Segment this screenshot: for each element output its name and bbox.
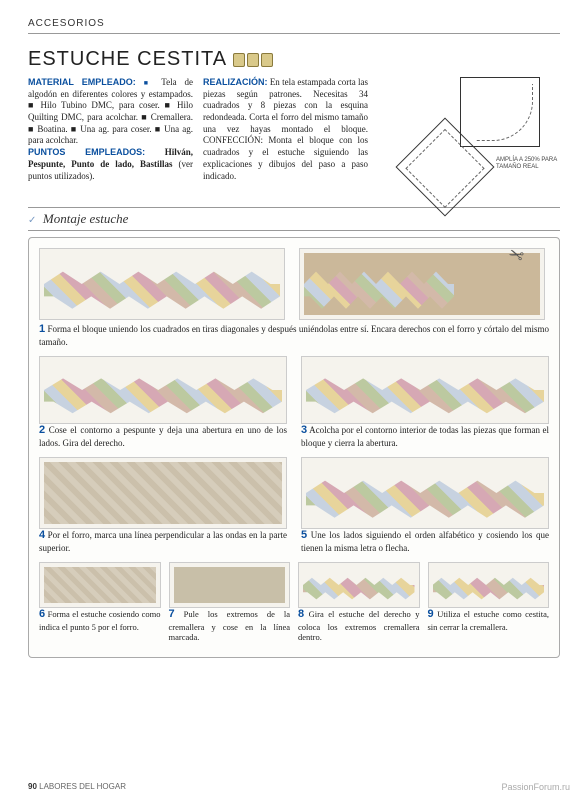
spool-icon	[247, 53, 259, 67]
step-6-img	[39, 562, 161, 608]
step-2-3: 2 Cose el contorno a pespunte y deja una…	[39, 356, 549, 449]
material-text: Tela de algodón en diferentes colores y …	[28, 77, 193, 145]
step-9-img	[428, 562, 550, 608]
step-4-img	[39, 457, 287, 529]
check-icon: ✓	[28, 215, 36, 226]
pattern-diagram: AMPLÍA A 250% PARA TAMAÑO REAL	[378, 77, 560, 197]
montaje-header: ✓ Montaje estuche	[28, 207, 560, 231]
page-title: ESTUCHE CESTITA	[28, 48, 227, 71]
step-1-img-a	[39, 248, 285, 320]
steps-container: ✂ 1 Forma el bloque uniendo los cuadrado…	[28, 237, 560, 658]
step-3-text: Acolcha por el contorno interior de toda…	[301, 425, 549, 448]
watermark: PassionForum.ru	[501, 782, 570, 792]
step-7-img	[169, 562, 291, 608]
step-1-img-b: ✂	[299, 248, 545, 320]
step-5-img	[301, 457, 549, 529]
difficulty-icons	[233, 53, 273, 67]
step-2-img	[39, 356, 287, 424]
diagram-scale-label: AMPLÍA A 250% PARA TAMAÑO REAL	[496, 157, 566, 170]
intro-section: MATERIAL EMPLEADO: ■ Tela de algodón en …	[28, 77, 560, 197]
realizacion-text: En tela estampada corta las piezas según…	[203, 77, 368, 181]
step-1: ✂ 1 Forma el bloque uniendo los cuadrado…	[39, 248, 549, 348]
step-7-text: Pule los extremos de la cremallera y cos…	[169, 609, 291, 642]
step-4-text: Por el forro, marca una línea perpendicu…	[39, 530, 287, 553]
spool-icon	[233, 53, 245, 67]
montaje-title: Montaje estuche	[43, 211, 129, 226]
step-9-text: Utiliza el estuche como cestita, sin cer…	[428, 609, 550, 632]
intro-col-1: MATERIAL EMPLEADO: ■ Tela de algodón en …	[28, 77, 193, 197]
intro-col-2: REALIZACIÓN: En tela estampada corta las…	[203, 77, 368, 197]
step-3-img	[301, 356, 549, 424]
magazine-name: LABORES DEL HOGAR	[39, 782, 126, 791]
realizacion-label: REALIZACIÓN:	[203, 77, 268, 87]
step-6-9: 6 Forma el estuche cosiendo como indica …	[39, 562, 549, 643]
step-4-5: 4 Por el forro, marca una línea perpendi…	[39, 457, 549, 554]
step-5-text: Une los lados siguiendo el orden alfabét…	[301, 530, 549, 553]
pattern-shape-rounded	[460, 77, 540, 147]
material-label: MATERIAL EMPLEADO:	[28, 77, 136, 87]
step-8-text: Gira el estuche del derecho y coloca los…	[298, 609, 420, 642]
spool-icon	[261, 53, 273, 67]
puntos-label: PUNTOS EMPLEADOS:	[28, 147, 145, 157]
page-number: 90	[28, 782, 37, 791]
title-row: ESTUCHE CESTITA	[28, 48, 560, 71]
step-8-img	[298, 562, 420, 608]
step-6-text: Forma el estuche cosiendo como indica el…	[39, 609, 161, 632]
page-footer: 90 LABORES DEL HOGAR PassionForum.ru	[28, 782, 570, 792]
category-label: ACCESORIOS	[28, 18, 560, 34]
step-1-text: Forma el bloque uniendo los cuadrados en…	[39, 324, 549, 347]
step-2-text: Cose el contorno a pespunte y deja una a…	[39, 425, 287, 448]
